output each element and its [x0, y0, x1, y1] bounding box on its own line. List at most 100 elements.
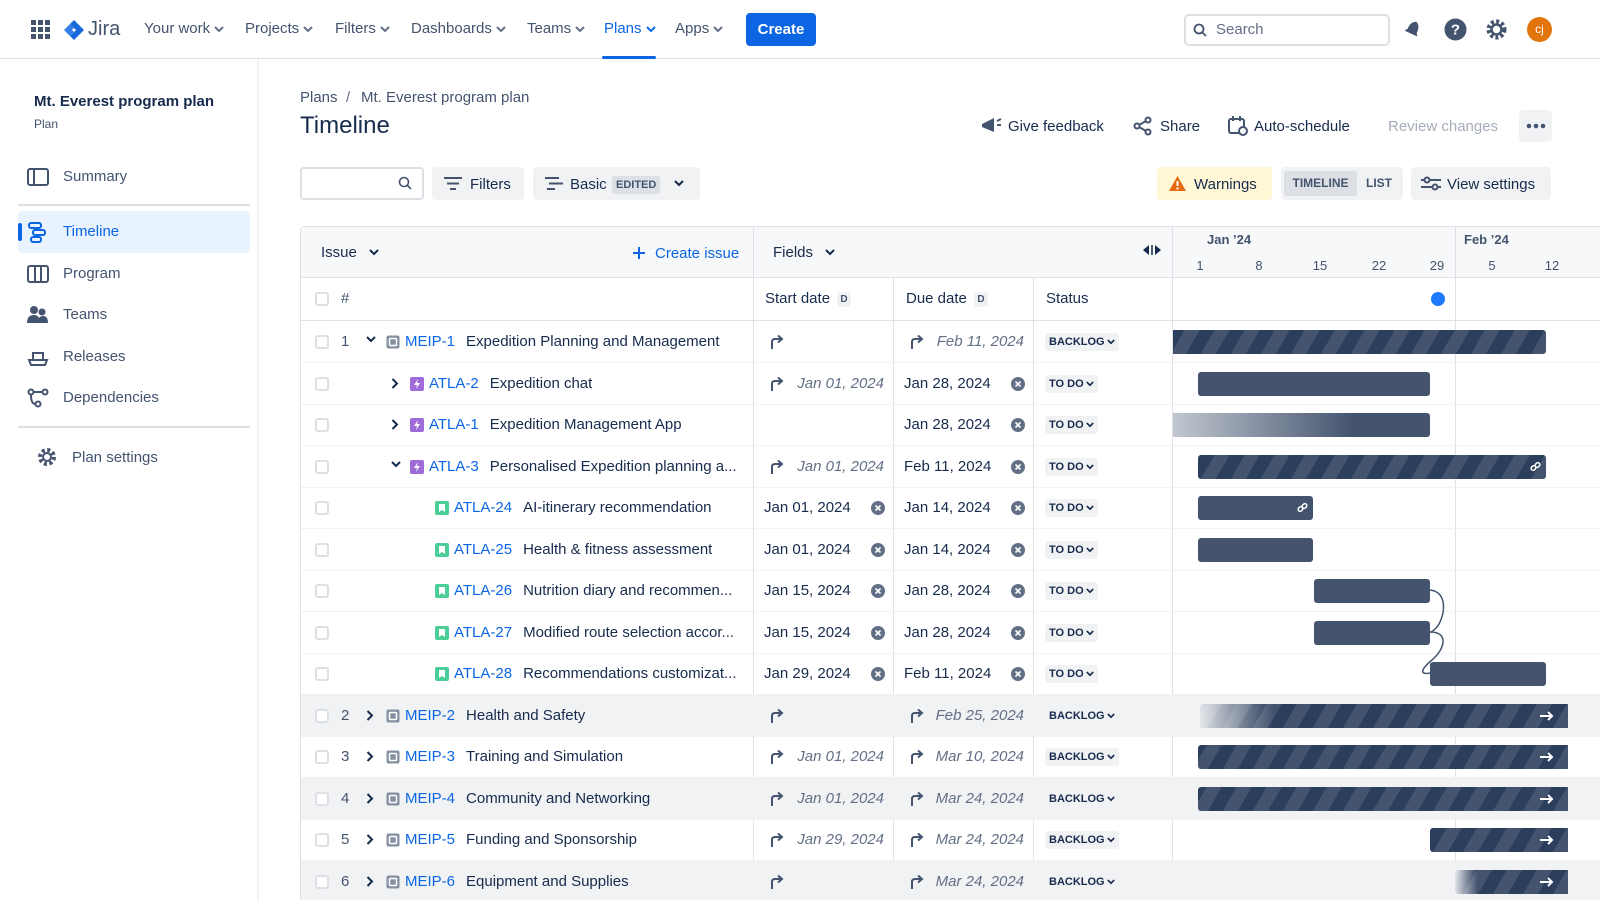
- give-feedback[interactable]: Give feedback: [1008, 118, 1104, 135]
- notifications[interactable]: [1403, 19, 1424, 40]
- timeline-bar[interactable]: [1314, 621, 1430, 645]
- timeline-bar[interactable]: [1198, 372, 1430, 396]
- expand-toggle[interactable]: [366, 710, 378, 722]
- timeline-bar[interactable]: [1198, 538, 1313, 562]
- expand-toggle[interactable]: [391, 461, 403, 473]
- status-lozenge[interactable]: BACKLOG: [1045, 707, 1119, 725]
- issue-key[interactable]: ATLA-24: [454, 499, 513, 516]
- nav-item[interactable]: Your work: [144, 20, 224, 37]
- start-date[interactable]: Jan 01, 2024: [797, 748, 884, 765]
- logo-text[interactable]: Jira: [88, 18, 121, 40]
- issue-summary[interactable]: Health & fitness assessment: [523, 541, 713, 558]
- issue-summary[interactable]: Nutrition diary and recommen...: [523, 582, 733, 599]
- status-text[interactable]: BACKLOG: [1049, 876, 1105, 888]
- row-checkbox[interactable]: [315, 501, 329, 515]
- due-date[interactable]: Feb 25, 2024: [935, 707, 1024, 724]
- clear-date[interactable]: [1011, 667, 1025, 681]
- sidebar-item[interactable]: Timeline: [63, 223, 120, 240]
- nav-label[interactable]: Teams: [527, 20, 572, 37]
- sidebar-item[interactable]: Teams: [63, 306, 108, 323]
- status-lozenge[interactable]: BACKLOG: [1045, 790, 1119, 808]
- clear-date[interactable]: [871, 667, 885, 681]
- status-text[interactable]: TO DO: [1049, 585, 1084, 597]
- issue-key[interactable]: ATLA-2: [429, 375, 479, 392]
- issue-summary[interactable]: AI-itinerary recommendation: [523, 499, 712, 516]
- warnings-label[interactable]: Warnings: [1194, 176, 1257, 193]
- start-date[interactable]: Jan 15, 2024: [764, 582, 851, 599]
- status-text[interactable]: TO DO: [1049, 378, 1084, 390]
- issue-summary[interactable]: Training and Simulation: [466, 748, 624, 765]
- nav-label[interactable]: Plans: [604, 20, 642, 37]
- nav-label[interactable]: Dashboards: [411, 20, 492, 37]
- view-label[interactable]: Basic: [570, 176, 607, 193]
- row-checkbox[interactable]: [315, 667, 329, 681]
- status-lozenge[interactable]: TO DO: [1045, 375, 1098, 393]
- due-date[interactable]: Jan 14, 2024: [904, 499, 991, 516]
- nav-label[interactable]: Filters: [335, 20, 376, 37]
- status-text[interactable]: BACKLOG: [1049, 336, 1105, 348]
- timeline-bar[interactable]: [1198, 496, 1313, 520]
- clear-date[interactable]: [1011, 626, 1025, 640]
- timeline-bar[interactable]: [1198, 787, 1568, 811]
- start-date[interactable]: Jan 01, 2024: [764, 499, 851, 516]
- expand-toggle[interactable]: [366, 751, 378, 763]
- row-checkbox[interactable]: [315, 750, 329, 764]
- collapse-fields[interactable]: [1143, 244, 1161, 256]
- status-lozenge[interactable]: BACKLOG: [1045, 333, 1119, 351]
- start-date[interactable]: Jan 01, 2024: [797, 458, 884, 475]
- start-date[interactable]: Jan 29, 2024: [797, 831, 884, 848]
- row-checkbox[interactable]: [315, 543, 329, 557]
- due-date[interactable]: Mar 10, 2024: [935, 748, 1024, 765]
- expand-toggle[interactable]: [366, 876, 378, 888]
- issue-key[interactable]: ATLA-27: [454, 624, 513, 641]
- timeline-bar[interactable]: [1430, 662, 1546, 686]
- app-switcher[interactable]: [31, 20, 50, 39]
- scroll-arrow[interactable]: [1537, 789, 1557, 809]
- scroll-arrow[interactable]: [1537, 706, 1557, 726]
- issue-key[interactable]: ATLA-3: [429, 458, 479, 475]
- nav-label[interactable]: Projects: [245, 20, 300, 37]
- status-lozenge[interactable]: TO DO: [1045, 665, 1098, 683]
- expand-toggle[interactable]: [366, 834, 378, 846]
- status-text[interactable]: BACKLOG: [1049, 834, 1105, 846]
- scroll-arrow[interactable]: [1537, 747, 1557, 767]
- status-text[interactable]: TO DO: [1049, 627, 1084, 639]
- issue-key[interactable]: ATLA-1: [429, 416, 479, 433]
- expand-toggle[interactable]: [366, 793, 378, 805]
- toggle-timeline[interactable]: TIMELINE: [1284, 171, 1357, 196]
- start-date[interactable]: Jan 01, 2024: [797, 790, 884, 807]
- issue-key[interactable]: MEIP-5: [405, 831, 456, 848]
- create-issue[interactable]: Create issue: [655, 245, 740, 262]
- issue-key[interactable]: ATLA-25: [454, 541, 513, 558]
- clear-date[interactable]: [871, 626, 885, 640]
- fields-header[interactable]: Fields: [773, 244, 814, 261]
- issue-key[interactable]: MEIP-3: [405, 748, 456, 765]
- nav-item[interactable]: Projects: [245, 20, 313, 37]
- help[interactable]: ?: [1444, 18, 1467, 41]
- table-search[interactable]: [300, 167, 424, 200]
- issue-summary[interactable]: Modified route selection accor...: [523, 624, 735, 641]
- expand-toggle[interactable]: [366, 336, 378, 348]
- status-lozenge[interactable]: BACKLOG: [1045, 831, 1119, 849]
- due-date[interactable]: Mar 24, 2024: [935, 790, 1024, 807]
- column-header[interactable]: Status: [1046, 290, 1089, 307]
- status-text[interactable]: BACKLOG: [1049, 751, 1105, 763]
- avatar[interactable]: cj: [1527, 17, 1552, 42]
- status-text[interactable]: TO DO: [1049, 461, 1084, 473]
- timeline-bar[interactable]: [1173, 330, 1546, 354]
- sidebar-item[interactable]: Program: [63, 265, 121, 282]
- select-all[interactable]: [315, 292, 329, 306]
- issue-summary[interactable]: Health and Safety: [466, 707, 586, 724]
- issue-key[interactable]: ATLA-28: [454, 665, 513, 682]
- timeline-bar[interactable]: [1314, 579, 1430, 603]
- clear-date[interactable]: [871, 501, 885, 515]
- due-date[interactable]: Jan 28, 2024: [904, 582, 991, 599]
- status-lozenge[interactable]: TO DO: [1045, 582, 1098, 600]
- status-lozenge[interactable]: TO DO: [1045, 499, 1098, 517]
- sidebar-item[interactable]: Dependencies: [63, 389, 159, 406]
- sidebar-item[interactable]: Summary: [63, 168, 128, 185]
- status-text[interactable]: BACKLOG: [1049, 793, 1105, 805]
- expand-toggle[interactable]: [391, 419, 403, 431]
- plan-settings[interactable]: Plan settings: [72, 449, 158, 466]
- row-checkbox[interactable]: [315, 875, 329, 889]
